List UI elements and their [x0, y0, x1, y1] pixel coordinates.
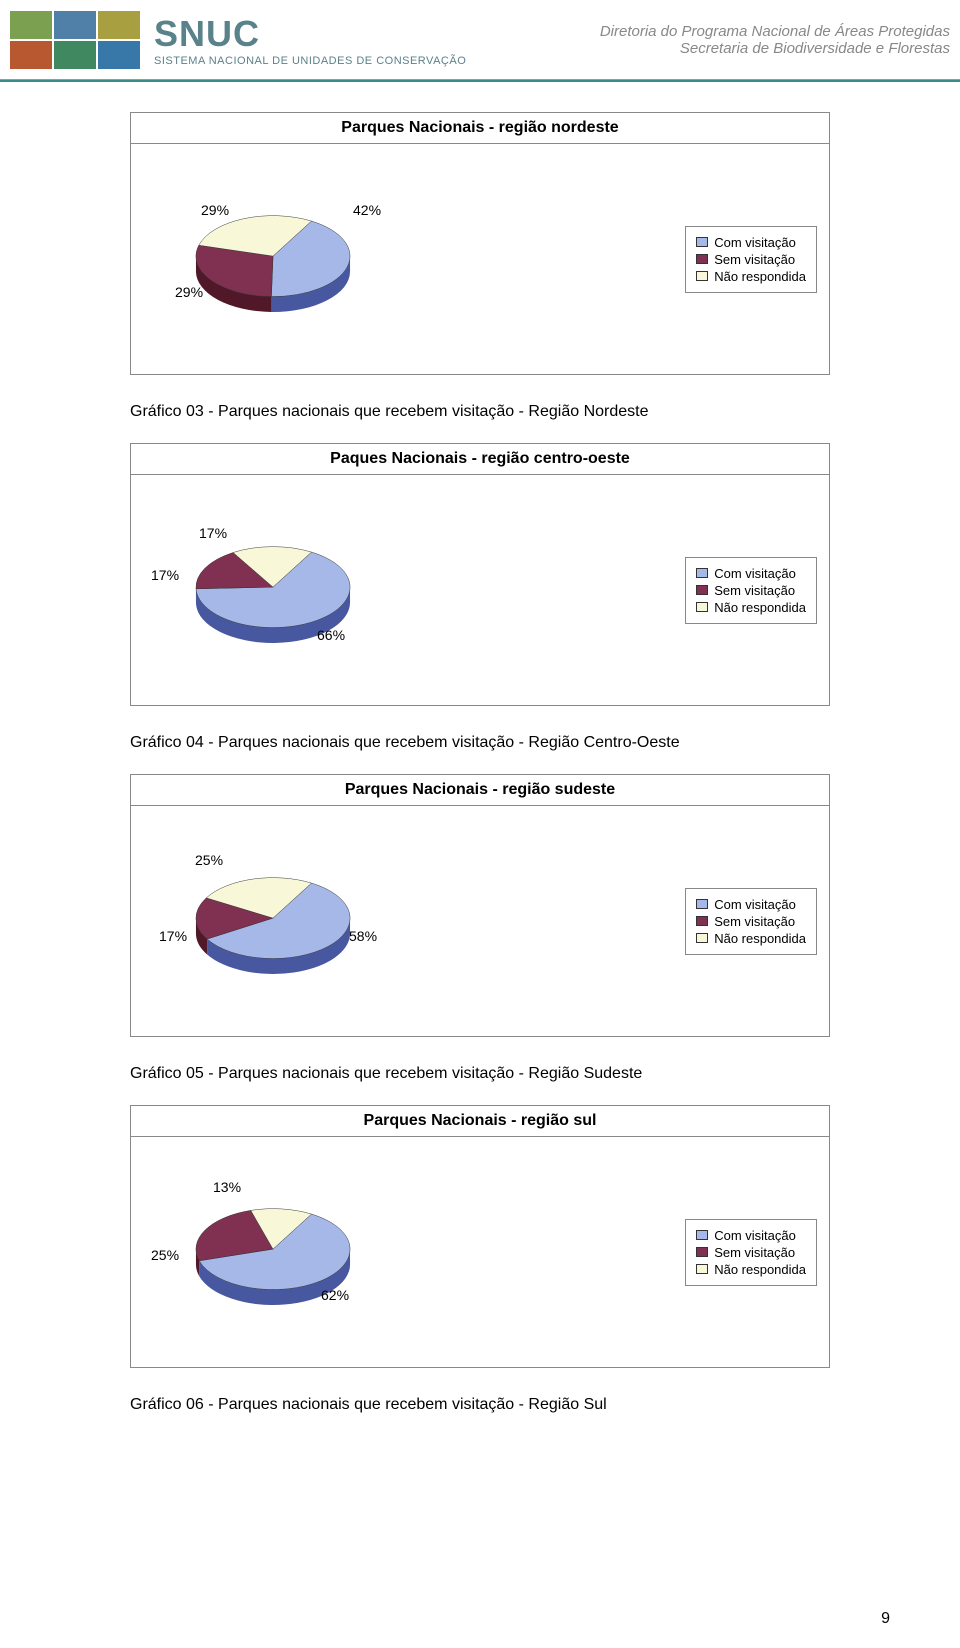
pie-chart: 66% 17% 17% — [143, 505, 403, 675]
legend-swatch — [696, 916, 708, 926]
legend-item: Não respondida — [696, 600, 806, 615]
legend-item: Não respondida — [696, 1262, 806, 1277]
pie-percent-label: 42% — [353, 202, 381, 218]
legend-item: Sem visitação — [696, 583, 806, 598]
banner-thumb — [98, 11, 140, 39]
legend-swatch — [696, 585, 708, 595]
pie-percent-label: 13% — [213, 1179, 241, 1195]
legend-swatch — [696, 254, 708, 264]
legend-swatch — [696, 1247, 708, 1257]
banner-thumbnails — [10, 11, 140, 69]
legend-item: Com visitação — [696, 1228, 806, 1243]
legend-label: Sem visitação — [714, 914, 795, 929]
legend-label: Com visitação — [714, 897, 796, 912]
legend-item: Com visitação — [696, 235, 806, 250]
header-line2: Secretaria de Biodiversidade e Florestas — [600, 40, 950, 57]
chart-title: Parques Nacionais - região sudeste — [141, 781, 819, 799]
banner-thumb — [54, 41, 96, 69]
header-directorate: Diretoria do Programa Nacional de Áreas … — [600, 23, 950, 57]
legend-item: Não respondida — [696, 931, 806, 946]
chart-caption: Gráfico 04 - Parques nacionais que receb… — [130, 734, 830, 752]
chart-caption: Gráfico 06 - Parques nacionais que receb… — [130, 1396, 830, 1414]
chart-body: 58% 17% 25% Com visitação Sem visitação Não r… — [131, 806, 829, 1036]
pie-chart: 62% 25% 13% — [143, 1167, 403, 1337]
banner-thumb — [98, 41, 140, 69]
legend-item: Não respondida — [696, 269, 806, 284]
logo-subtitle: SISTEMA NACIONAL DE UNIDADES DE CONSERVA… — [154, 55, 466, 67]
chart-box: Paques Nacionais - região centro-oeste 66… — [130, 443, 830, 706]
banner-thumb — [10, 41, 52, 69]
banner-thumb — [54, 11, 96, 39]
header-banner: SNUC SISTEMA NACIONAL DE UNIDADES DE CON… — [0, 0, 960, 80]
legend-item: Com visitação — [696, 566, 806, 581]
legend-label: Não respondida — [714, 600, 806, 615]
chart-caption: Gráfico 05 - Parques nacionais que receb… — [130, 1065, 830, 1083]
legend-swatch — [696, 933, 708, 943]
legend-label: Não respondida — [714, 269, 806, 284]
snuc-logo: SNUC SISTEMA NACIONAL DE UNIDADES DE CON… — [154, 13, 466, 67]
legend-label: Não respondida — [714, 1262, 806, 1277]
legend: Com visitação Sem visitação Não respondida — [685, 226, 817, 293]
legend: Com visitação Sem visitação Não respondida — [685, 1219, 817, 1286]
legend-label: Com visitação — [714, 1228, 796, 1243]
legend-label: Com visitação — [714, 566, 796, 581]
legend-swatch — [696, 602, 708, 612]
legend-swatch — [696, 271, 708, 281]
legend-label: Sem visitação — [714, 252, 795, 267]
pie-chart: 58% 17% 25% — [143, 836, 403, 1006]
pie-chart: 42% 29% 29% — [143, 174, 403, 344]
banner-thumb — [10, 11, 52, 39]
page-content: Parques Nacionais - região nordeste 42% 29… — [0, 82, 960, 1456]
page-number: 9 — [881, 1610, 890, 1628]
pie-percent-label: 66% — [317, 627, 345, 643]
legend-label: Sem visitação — [714, 583, 795, 598]
chart-body: 62% 25% 13% Com visitação Sem visitação Não r… — [131, 1137, 829, 1367]
legend-swatch — [696, 1230, 708, 1240]
legend: Com visitação Sem visitação Não respondida — [685, 557, 817, 624]
legend-label: Com visitação — [714, 235, 796, 250]
legend-swatch — [696, 237, 708, 247]
chart-box: Parques Nacionais - região sudeste 58% 17%… — [130, 774, 830, 1037]
header-line1: Diretoria do Programa Nacional de Áreas … — [600, 23, 950, 40]
legend-swatch — [696, 899, 708, 909]
pie-percent-label: 29% — [175, 284, 203, 300]
pie-percent-label: 58% — [349, 928, 377, 944]
chart-title: Paques Nacionais - região centro-oeste — [141, 450, 819, 468]
pie-percent-label: 17% — [199, 525, 227, 541]
legend-item: Sem visitação — [696, 914, 806, 929]
chart-title: Parques Nacionais - região sul — [141, 1112, 819, 1130]
legend-swatch — [696, 568, 708, 578]
legend: Com visitação Sem visitação Não respondida — [685, 888, 817, 955]
chart-body: 42% 29% 29% Com visitação Sem visitação Não r… — [131, 144, 829, 374]
chart-title: Parques Nacionais - região nordeste — [141, 119, 819, 137]
logo-text: SNUC — [154, 13, 466, 55]
pie-percent-label: 62% — [321, 1287, 349, 1303]
legend-label: Sem visitação — [714, 1245, 795, 1260]
chart-box: Parques Nacionais - região nordeste 42% 29… — [130, 112, 830, 375]
chart-body: 66% 17% 17% Com visitação Sem visitação Não r… — [131, 475, 829, 705]
pie-percent-label: 17% — [159, 928, 187, 944]
legend-item: Sem visitação — [696, 252, 806, 267]
legend-swatch — [696, 1264, 708, 1274]
pie-percent-label: 25% — [151, 1247, 179, 1263]
pie-percent-label: 29% — [201, 202, 229, 218]
pie-percent-label: 17% — [151, 567, 179, 583]
legend-item: Com visitação — [696, 897, 806, 912]
pie-percent-label: 25% — [195, 852, 223, 868]
chart-box: Parques Nacionais - região sul 62% 25% 13% C… — [130, 1105, 830, 1368]
legend-item: Sem visitação — [696, 1245, 806, 1260]
legend-label: Não respondida — [714, 931, 806, 946]
chart-caption: Gráfico 03 - Parques nacionais que receb… — [130, 403, 830, 421]
